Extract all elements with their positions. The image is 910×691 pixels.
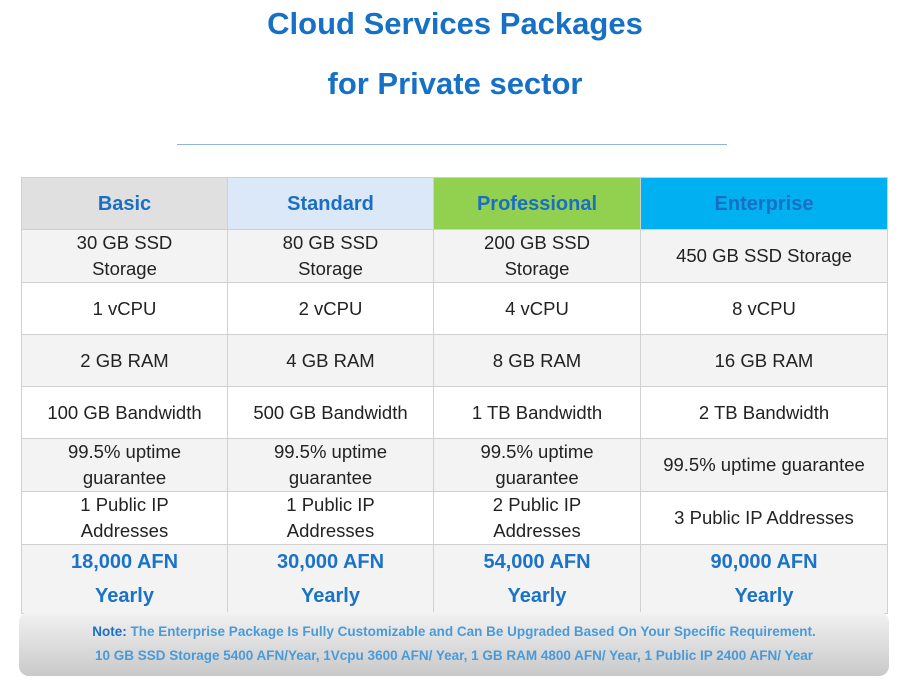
note-text: 10 GB SSD Storage 5400 AFN/Year, 1Vcpu 3… bbox=[94, 648, 814, 663]
table-cell: 16 GB RAM bbox=[640, 334, 888, 387]
price-period: Yearly bbox=[734, 585, 794, 607]
note-text: The Enterprise Package Is Fully Customiz… bbox=[130, 624, 816, 639]
table-row: 99.5% uptime guarantee 99.5% uptime guara… bbox=[21, 438, 888, 492]
table-cell: 3 Public IP Addresses bbox=[640, 491, 888, 545]
table-cell: 1 Public IP Addresses bbox=[227, 491, 434, 545]
column-header: Professional bbox=[433, 177, 641, 230]
column-header: Enterprise bbox=[640, 177, 888, 230]
table-cell: 2 TB Bandwidth bbox=[640, 386, 888, 439]
table-cell: 1 TB Bandwidth bbox=[433, 386, 641, 439]
table-cell: 500 GB Bandwidth bbox=[227, 386, 434, 439]
subtitle: for Private sector bbox=[327, 66, 583, 101]
table-row: 1 Public IP Addresses 1 Public IP Address… bbox=[21, 491, 888, 545]
note-label: Note: bbox=[92, 624, 127, 639]
table-cell: 1 vCPU bbox=[21, 282, 228, 335]
price-period: Yearly bbox=[301, 585, 360, 607]
table-cell: 100 GB Bandwidth bbox=[21, 386, 228, 439]
table-cell: 2 GB RAM bbox=[21, 334, 228, 387]
price-row: 18,000 AFN Yearly 30,000 AFN Yearly 54,000 A… bbox=[21, 544, 888, 614]
price-cell: 54,000 AFN Yearly bbox=[433, 544, 641, 614]
table-cell: 1 Public IP Addresses bbox=[21, 491, 228, 545]
table-cell: 99.5% uptime guarantee bbox=[640, 438, 888, 492]
table-cell: 99.5% uptime guarantee bbox=[227, 438, 434, 492]
title: Cloud Services Packages bbox=[267, 6, 643, 41]
price-cell: 30,000 AFN Yearly bbox=[227, 544, 434, 614]
table-row: 2 GB RAM 4 GB RAM 8 GB RAM 16 GB RAM bbox=[21, 334, 888, 387]
table-cell: 200 GB SSD Storage bbox=[433, 229, 641, 283]
price-amount: 30,000 AFN bbox=[276, 551, 385, 573]
table-cell: 99.5% uptime guarantee bbox=[21, 438, 228, 492]
table-cell: 99.5% uptime guarantee bbox=[433, 438, 641, 492]
price-period: Yearly bbox=[507, 585, 567, 607]
table-cell: 450 GB SSD Storage bbox=[640, 229, 888, 283]
table-row: 1 vCPU 2 vCPU 4 vCPU 8 vCPU bbox=[21, 282, 888, 335]
table-cell: 30 GB SSD Storage bbox=[21, 229, 228, 283]
divider bbox=[177, 144, 727, 145]
table-cell: 4 GB RAM bbox=[227, 334, 434, 387]
table-row: 100 GB Bandwidth 500 GB Bandwidth 1 TB Ban… bbox=[21, 386, 888, 439]
table-cell: 2 Public IP Addresses bbox=[433, 491, 641, 545]
note: Note: The Enterprise Package Is Fully Cu… bbox=[19, 612, 889, 676]
table-cell: 80 GB SSD Storage bbox=[227, 229, 434, 283]
table-row: 30 GB SSD Storage 80 GB SSD Storage 200 GB… bbox=[21, 229, 888, 283]
packages-table: Basic Standard Professional Enterprise 30 GB… bbox=[21, 177, 888, 614]
table-cell: 8 vCPU bbox=[640, 282, 888, 335]
price-amount: 54,000 AFN bbox=[483, 551, 591, 573]
price-cell: 90,000 AFN Yearly bbox=[640, 544, 888, 614]
price-amount: 90,000 AFN bbox=[710, 551, 818, 573]
price-period: Yearly bbox=[95, 585, 154, 607]
table-cell: 8 GB RAM bbox=[433, 334, 641, 387]
price-cell: 18,000 AFN Yearly bbox=[21, 544, 228, 614]
price-amount: 18,000 AFN bbox=[70, 551, 179, 573]
column-header: Basic bbox=[21, 177, 228, 230]
table-cell: 4 vCPU bbox=[433, 282, 641, 335]
table-cell: 2 vCPU bbox=[227, 282, 434, 335]
column-header: Standard bbox=[227, 177, 434, 230]
